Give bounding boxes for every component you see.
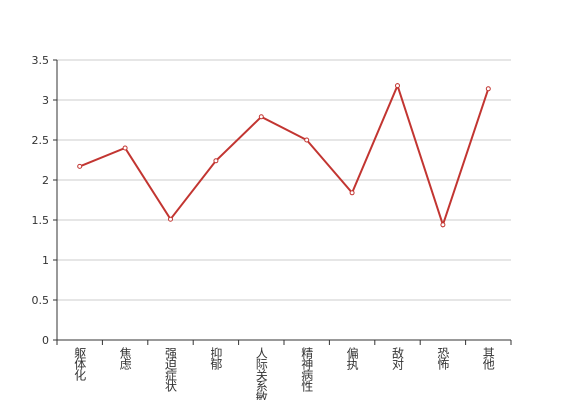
point xyxy=(395,83,400,89)
point xyxy=(77,163,83,169)
point xyxy=(213,158,219,164)
x-tick-label: 躯体化 xyxy=(73,346,87,382)
x-tick-label: 偏执 xyxy=(345,346,359,371)
y-tick-label: 1.5 xyxy=(32,214,50,227)
x-tick-label: 其他 xyxy=(481,347,495,370)
point xyxy=(258,114,264,120)
point xyxy=(122,145,128,151)
y-tick-label: 1 xyxy=(42,254,49,267)
y-tick-label: 2.5 xyxy=(32,134,50,147)
x-tick-label: 抑郁 xyxy=(209,346,223,371)
line xyxy=(79,82,490,228)
x-tick-label: 恐怖 xyxy=(436,347,450,370)
point xyxy=(485,86,491,92)
point xyxy=(440,222,446,228)
y-tick-label: 2 xyxy=(42,174,49,187)
point xyxy=(304,137,310,143)
point xyxy=(349,190,355,196)
x-tick-label: 敌对 xyxy=(391,346,405,370)
y-tick-label: 0.5 xyxy=(32,294,50,307)
point xyxy=(168,216,173,222)
y-tick-label: 3.5 xyxy=(32,54,50,67)
y-tick-label: 3 xyxy=(42,94,49,107)
x-tick-label: 强迫症状 xyxy=(164,347,178,392)
x-tick-label: 人际关系敏感 xyxy=(254,347,268,400)
x-tick-label: 焦虑 xyxy=(118,347,132,370)
y-tick-label: 0 xyxy=(42,334,49,347)
x-tick-label: 精神病性 xyxy=(300,347,314,393)
